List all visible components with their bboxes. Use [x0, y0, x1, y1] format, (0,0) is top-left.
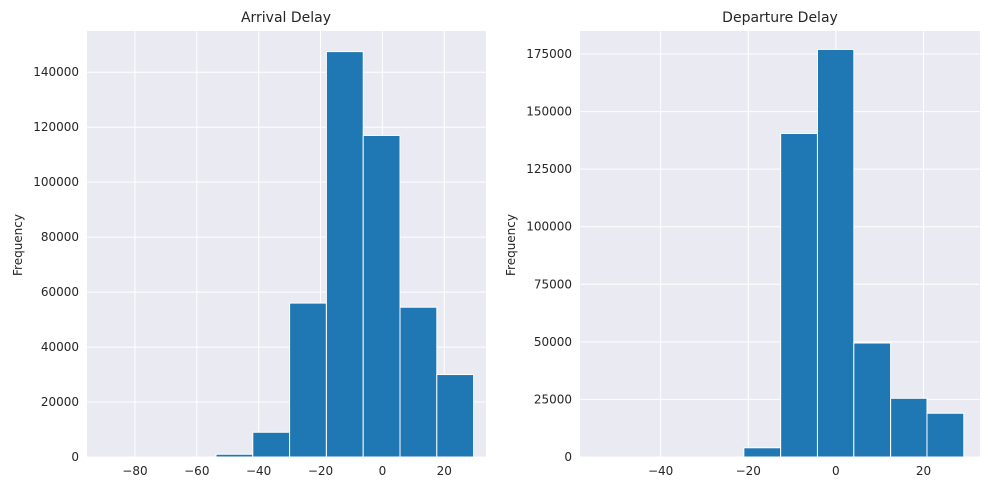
y-tick-label: 125000 [526, 162, 572, 176]
histogram-bar [252, 431, 291, 458]
histogram-bar [215, 453, 254, 458]
histogram-arrival-delay: Arrival Delay Frequency −80 −60 −40 −20 0 200… [11, 10, 486, 478]
y-tick-label: 50000 [534, 335, 572, 349]
y-tick-label: 140000 [33, 65, 79, 79]
x-tick-label: 0 [832, 464, 840, 478]
x-tick-label: −20 [308, 464, 333, 478]
y-tick-label: 60000 [41, 285, 79, 299]
y-tick-label: 40000 [41, 340, 79, 354]
histogram-bar [853, 342, 892, 458]
histogram-bar [926, 412, 965, 458]
histogram-bar [325, 51, 364, 458]
histogram-bar [816, 48, 855, 458]
y-tick-label: 75000 [534, 277, 572, 291]
chart-title: Arrival Delay [241, 10, 331, 26]
y-tick-label: 150000 [526, 105, 572, 119]
histogram-bar [289, 302, 327, 458]
histogram-bar [890, 397, 928, 458]
y-tick-label: 25000 [534, 392, 572, 406]
plot-area [580, 31, 980, 457]
y-tick-label: 80000 [41, 230, 79, 244]
histogram-bar [399, 306, 438, 458]
x-tick-label: −20 [736, 464, 761, 478]
x-tick-label: 20 [437, 464, 452, 478]
x-tick-label: −40 [648, 464, 673, 478]
y-tick-label: 20000 [41, 395, 79, 409]
y-tick-label: 175000 [526, 47, 572, 61]
histogram-departure-delay: Departure Delay Frequency −40 −20 0 20 0 2500… [504, 10, 980, 478]
x-tick-label: 20 [916, 464, 931, 478]
histogram-bar [780, 132, 818, 458]
x-tick-label: −80 [122, 464, 147, 478]
histogram-bar [743, 447, 782, 458]
histogram-bar [362, 134, 401, 458]
chart-title: Departure Delay [722, 10, 838, 26]
y-tick-label: 0 [564, 450, 572, 464]
y-tick-label: 100000 [33, 175, 79, 189]
x-tick-label: −60 [184, 464, 209, 478]
x-tick-label: 0 [379, 464, 387, 478]
y-axis-label: Frequency [504, 214, 518, 276]
y-tick-label: 120000 [33, 120, 79, 134]
histogram-bar [436, 374, 475, 458]
x-tick-label: −40 [246, 464, 271, 478]
y-axis-label: Frequency [11, 214, 25, 276]
y-tick-label: 0 [71, 450, 79, 464]
y-tick-label: 100000 [526, 220, 572, 234]
